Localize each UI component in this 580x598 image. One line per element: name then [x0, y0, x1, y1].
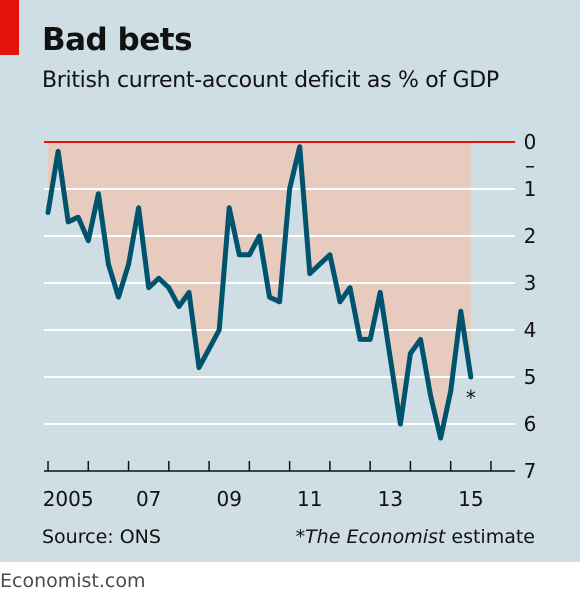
- source-note: Source: ONS: [42, 526, 161, 548]
- chart-area: * 0 1 2 3 4 5 6 7 – 2005 07 09 11 13 15: [43, 130, 537, 511]
- y-minor-tick-label: –: [525, 154, 535, 178]
- y-tick-label: 5: [524, 365, 537, 389]
- y-tick-label: 6: [524, 412, 537, 436]
- deficit-area-fill: [48, 142, 471, 439]
- footnote-publication: The Economist: [305, 526, 446, 548]
- brand-watermark: Economist.com: [0, 570, 146, 592]
- x-tick-label: 11: [297, 487, 322, 511]
- chart-subtitle: British current-account deficit as % of …: [42, 68, 499, 93]
- y-axis-ticks: 0 1 2 3 4 5 6 7 –: [524, 130, 537, 483]
- y-tick-label: 0: [524, 130, 537, 154]
- y-tick-label: 3: [524, 271, 537, 295]
- red-tag-accent: [0, 0, 19, 55]
- y-tick-label: 1: [524, 177, 537, 201]
- x-tick-label: 15: [458, 487, 483, 511]
- y-tick-label: 2: [524, 224, 537, 248]
- chart-title: Bad bets: [42, 22, 193, 58]
- estimate-marker: *: [466, 386, 476, 410]
- footnote-suffix: estimate: [445, 526, 535, 548]
- footnote-marker: *: [295, 526, 306, 548]
- x-tick-label: 13: [378, 487, 403, 511]
- series-line-deficit: [45, 144, 474, 441]
- x-tick-label: 09: [217, 487, 242, 511]
- estimate-footnote: *The Economist estimate: [296, 526, 535, 548]
- x-axis: 2005 07 09 11 13 15: [43, 461, 515, 511]
- y-tick-label: 4: [524, 318, 537, 342]
- x-tick-label: 07: [136, 487, 161, 511]
- x-tick-label: 2005: [43, 487, 94, 511]
- y-tick-label: 7: [524, 459, 537, 483]
